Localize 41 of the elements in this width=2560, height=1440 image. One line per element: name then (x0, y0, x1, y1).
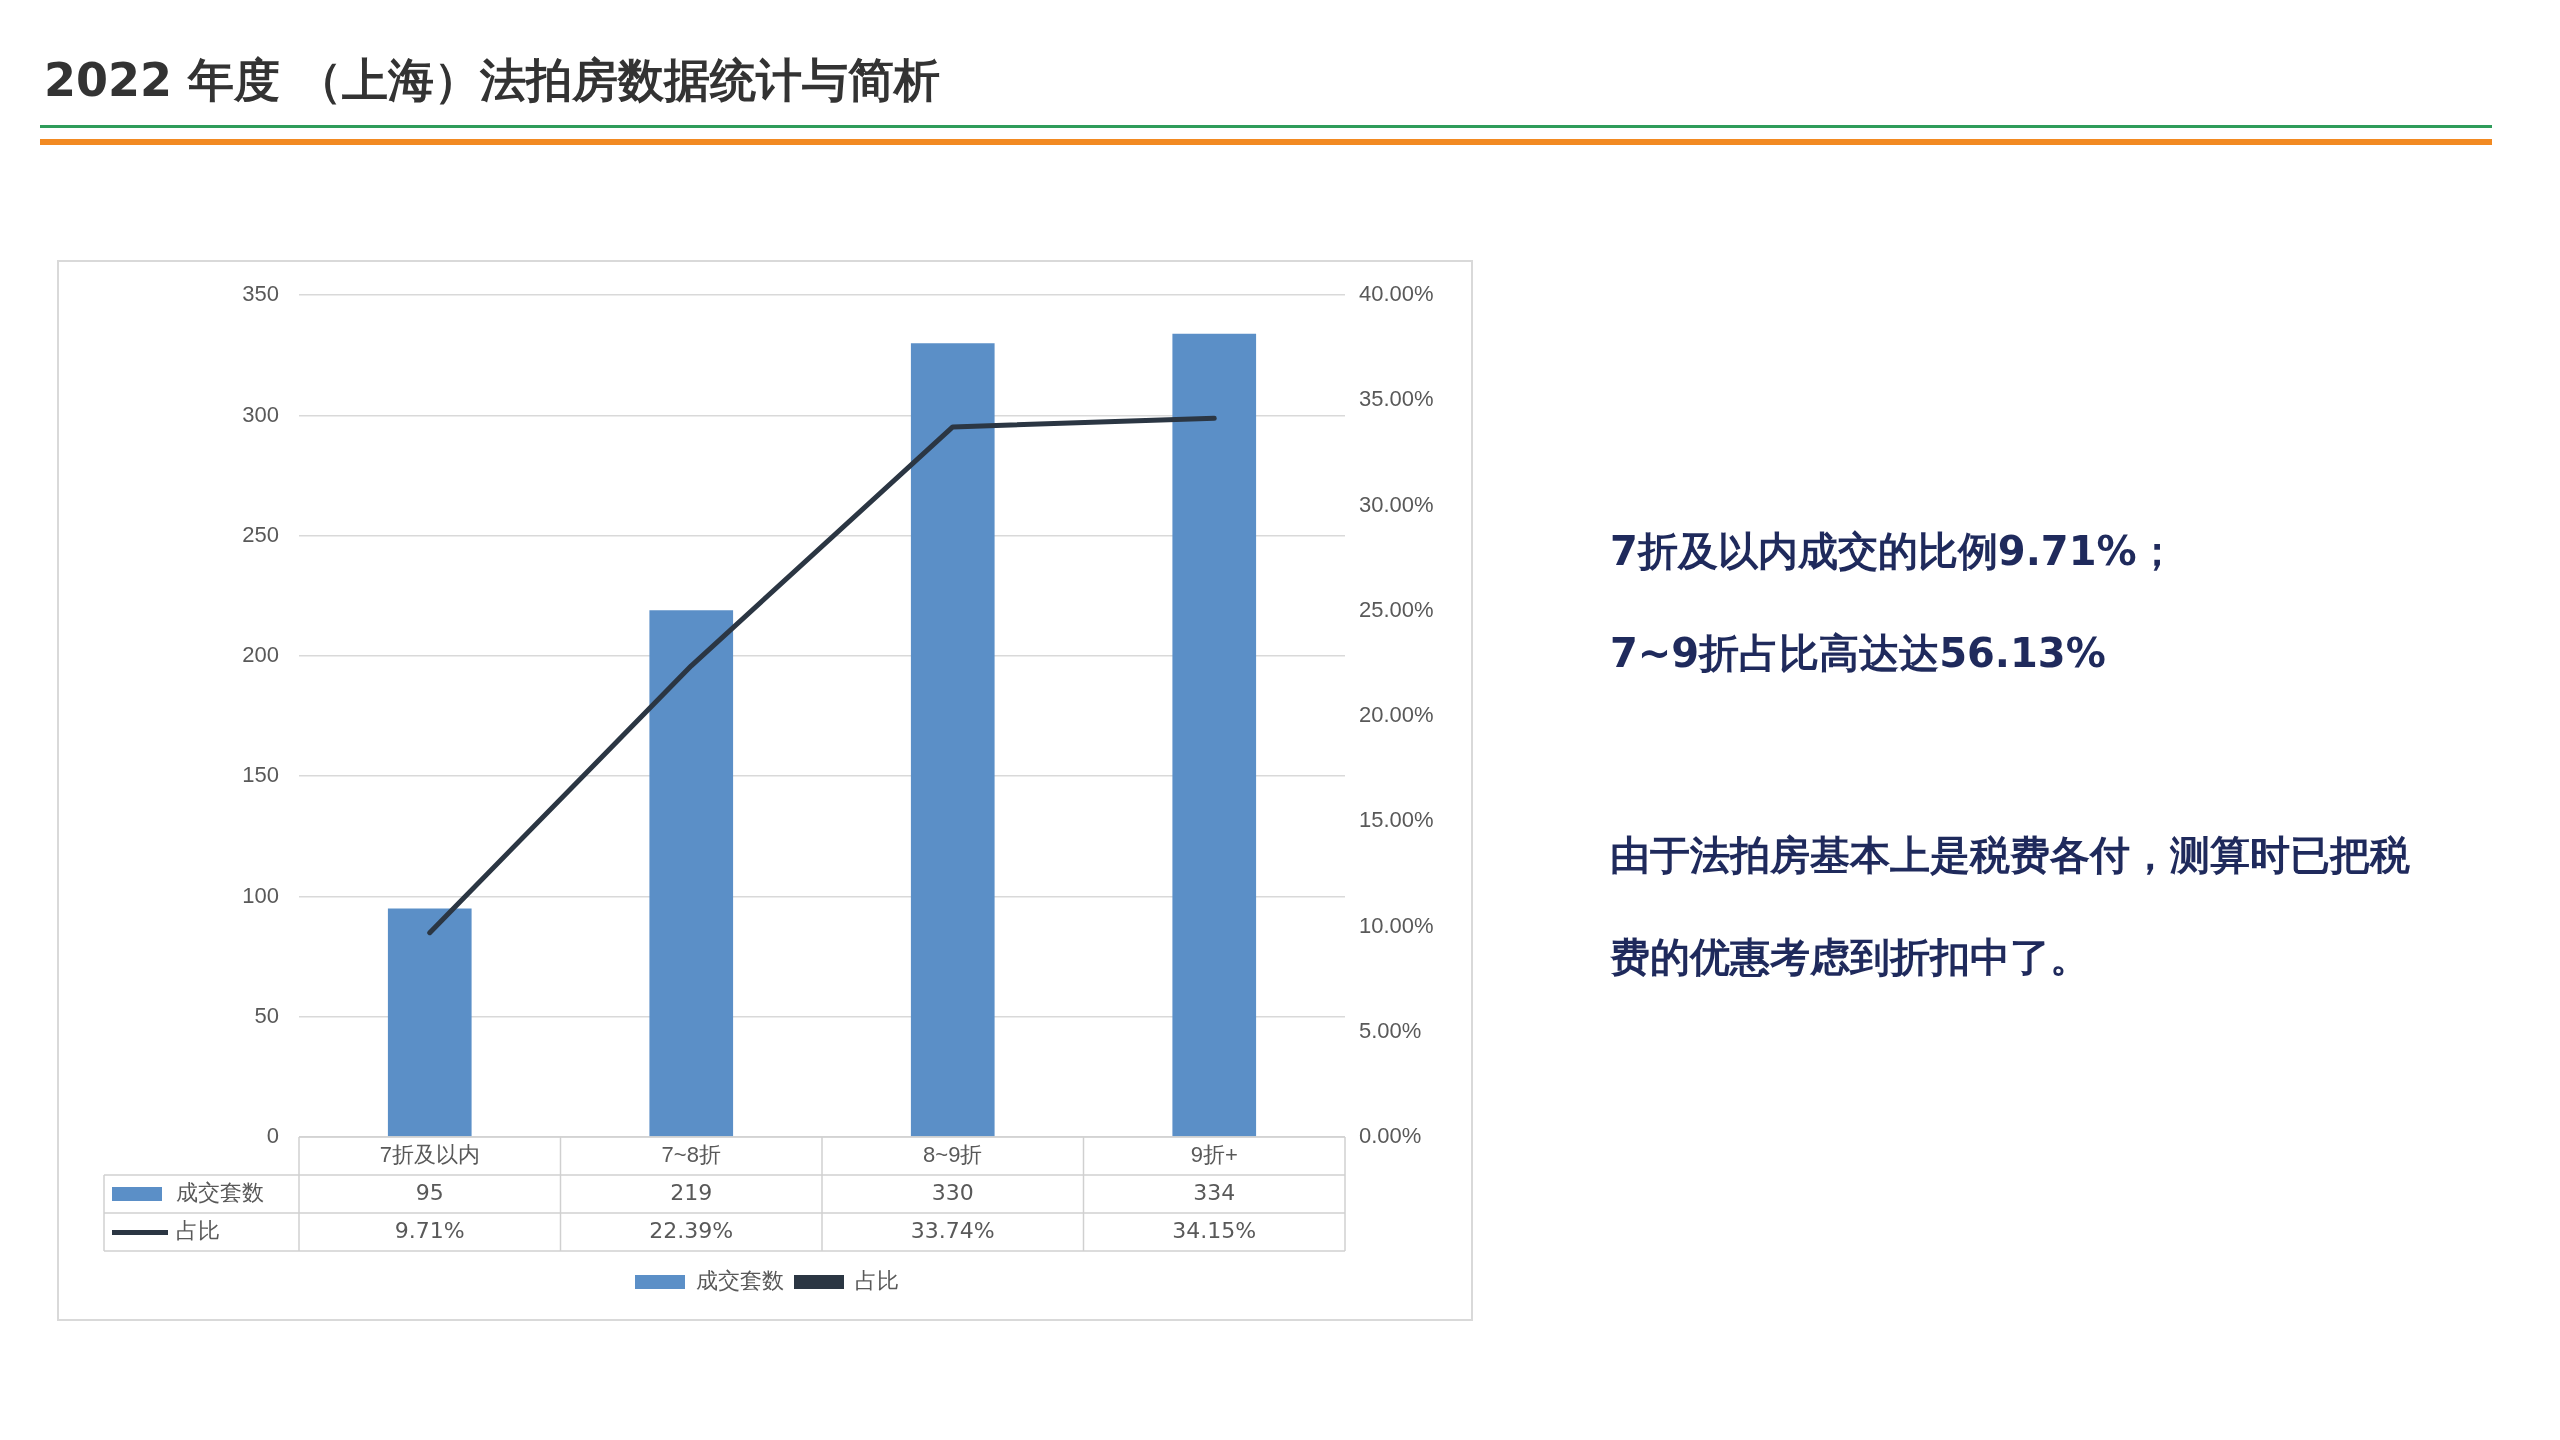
bar (1172, 333, 1257, 1137)
y2-tick-label: 5.00% (1359, 1017, 1422, 1043)
bar (649, 610, 734, 1137)
x-tick-label: 8~9折 (923, 1142, 983, 1168)
data-label: 334 (1193, 1179, 1236, 1205)
y2-tick-label: 10.00% (1359, 912, 1434, 938)
data-label: 33.74% (910, 1217, 995, 1243)
y-tick-label: 0 (266, 1123, 279, 1149)
data-label: 22.39% (649, 1217, 734, 1243)
x-tick-label: 7~8折 (661, 1142, 721, 1168)
y-tick-label: 300 (242, 401, 279, 427)
bar (387, 908, 472, 1137)
y-tick-label: 100 (242, 882, 279, 908)
y-tick-label: 50 (254, 1002, 279, 1028)
y2-tick-label: 30.00% (1359, 491, 1434, 517)
y2-tick-label: 25.00% (1359, 596, 1434, 622)
text: 7折及以内成交的比例9.71%； (1610, 527, 2178, 576)
x-tick-label: 9折+ (1190, 1142, 1238, 1168)
y-tick-label: 350 (242, 281, 279, 307)
legend-label: 占比 (855, 1267, 899, 1293)
y-tick-label: 200 (242, 642, 279, 668)
text: 7~9折占比高达达56.13% (1610, 629, 2107, 678)
y-tick-label: 150 (242, 762, 279, 788)
chart-title: 2022 年度 （上海）法拍房数据统计与简析 (44, 52, 941, 109)
y2-tick-label: 0.00% (1359, 1123, 1422, 1149)
data-label: 95 (415, 1179, 444, 1205)
data-label: 34.15% (1172, 1217, 1257, 1243)
data-label: 219 (670, 1179, 713, 1205)
x-tick-label: 7折及以内 (379, 1142, 480, 1168)
legend-label: 成交套数 (176, 1179, 264, 1205)
data-label: 9.71% (394, 1217, 465, 1243)
y2-tick-label: 15.00% (1359, 807, 1434, 833)
text: 占比 (176, 1217, 220, 1243)
y2-tick-label: 40.00% (1359, 281, 1434, 307)
y2-tick-label: 20.00% (1359, 702, 1434, 728)
y2-tick-label: 35.00% (1359, 386, 1434, 412)
text: 成交套数 (696, 1267, 784, 1293)
data-label: 330 (931, 1179, 974, 1205)
bar (910, 343, 995, 1137)
y-tick-label: 250 (242, 521, 279, 547)
text: 由于法拍房基本上是税费各付，测算时已把税费的优惠考虑到折扣中了。 (1610, 832, 2410, 980)
